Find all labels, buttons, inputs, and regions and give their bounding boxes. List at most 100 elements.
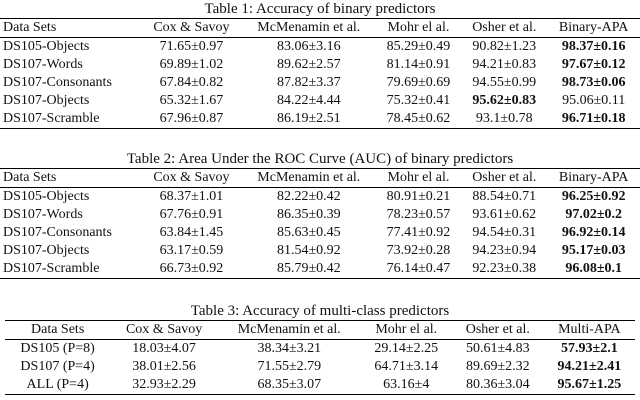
table-cell: 82.22±0.42 xyxy=(276,189,341,204)
header-cell: Osher et al. xyxy=(472,170,537,185)
table-cell: 68.37±1.01 xyxy=(159,189,224,204)
header-cell: McMenamin et al. xyxy=(237,322,341,337)
table-cell: 78.45±0.62 xyxy=(386,111,451,126)
table-cell: 87.82±3.37 xyxy=(276,75,341,90)
table-header: Data Sets Cox & Savoy McMenamin et al. Mohr… xyxy=(0,168,640,188)
table-cell: 89.69±2.32 xyxy=(465,359,530,374)
table-row: DS107-Scramble 66.73±0.92 85.79±0.42 76.14±… xyxy=(0,260,640,279)
table-cell: 29.14±2.25 xyxy=(374,341,439,356)
table-cell: 95.62±0.83 xyxy=(461,92,547,110)
table: Data Sets Cox & Savoy McMenamin et al. Mohr… xyxy=(0,168,640,279)
table-body: DS105-Objects 68.37±1.01 82.22±0.42 80.91±0… xyxy=(0,188,640,279)
table-cell: 73.92±0.28 xyxy=(386,243,451,258)
table-caption: Table 3: Accuracy of multi-class predict… xyxy=(190,303,450,319)
table-cell: 67.84±0.82 xyxy=(159,75,224,90)
best-value: 95.67±1.25 xyxy=(557,377,622,392)
table-cell: 98.73±0.06 xyxy=(547,74,640,92)
table-cell: 50.61±4.83 xyxy=(465,341,530,356)
header-cell: Cox & Savoy xyxy=(153,170,230,185)
table-cell: 38.01±2.56 xyxy=(132,359,196,374)
table-cell: DS107-Consonants xyxy=(3,225,112,240)
table-cell: 88.54±0.71 xyxy=(472,189,537,204)
header-cell: Mohr el al. xyxy=(387,170,450,185)
best-value: 97.02±0.2 xyxy=(565,207,622,222)
best-value: 94.21±2.41 xyxy=(557,359,622,374)
table-cell: 63.16±4 xyxy=(383,377,430,392)
header-cell: Cox & Savoy xyxy=(153,20,230,35)
table-cell: 75.32±0.41 xyxy=(386,93,451,108)
table-cell: 95.67±1.25 xyxy=(544,376,635,395)
header-cell: Data Sets xyxy=(3,20,57,35)
table-cell: 83.06±3.16 xyxy=(276,39,341,54)
table-block: Table 2: Area Under the ROC Curve (AUC) … xyxy=(0,150,640,279)
table-row: DS107-Scramble 67.96±0.87 86.19±2.51 78.45±… xyxy=(0,110,640,129)
table-cell: DS107-Words xyxy=(3,57,83,72)
table-cell: 76.14±0.47 xyxy=(386,261,451,276)
table-cell: 94.21±2.41 xyxy=(544,358,635,376)
table: Data Sets Cox & Savoy McMenamin et al. Mohr… xyxy=(5,320,635,395)
table-caption: Table 2: Area Under the ROC Curve (AUC) … xyxy=(126,151,514,167)
table-cell: 67.96±0.87 xyxy=(159,111,224,126)
table-row: DS107-Words 67.76±0.91 86.35±0.39 78.23±0.5… xyxy=(0,206,640,224)
header-cell: McMenamin et al. xyxy=(257,20,361,35)
table-cell: ALL (P=4) xyxy=(26,377,89,392)
table-cell: 65.32±1.67 xyxy=(159,93,224,108)
table-cell: 71.55±2.79 xyxy=(257,359,322,374)
table-cell: 90.82±1.23 xyxy=(472,39,537,54)
best-value: 98.73±0.06 xyxy=(561,75,626,90)
header-cell: Binary-APA xyxy=(558,20,629,35)
table-cell: 68.35±3.07 xyxy=(257,377,322,392)
table-cell: 97.67±0.12 xyxy=(547,56,640,74)
table-cell: 97.02±0.2 xyxy=(547,206,640,224)
table-cell: 93.1±0.78 xyxy=(475,111,533,126)
table-cell: 67.76±0.91 xyxy=(159,207,224,222)
table-cell: 85.63±0.45 xyxy=(276,225,341,240)
table-caption: Table 1: Accuracy of binary predictors xyxy=(204,1,436,17)
best-value: 95.62±0.83 xyxy=(472,93,537,108)
table-cell: 92.23±0.38 xyxy=(472,261,537,276)
header-cell: McMenamin et al. xyxy=(257,170,361,185)
table-cell: 64.71±3.14 xyxy=(374,359,439,374)
header-row: Data Sets Cox & Savoy McMenamin et al. Mohr… xyxy=(0,168,640,188)
header-cell: Data Sets xyxy=(31,322,85,337)
best-value: 96.71±0.18 xyxy=(561,111,626,126)
best-value: 96.25±0.92 xyxy=(561,189,626,204)
table-cell: 94.21±0.83 xyxy=(472,57,537,72)
table-cell: DS105 (P=8) xyxy=(20,341,95,356)
best-value: 96.92±0.14 xyxy=(561,225,626,240)
table-cell: 94.55±0.99 xyxy=(472,75,537,90)
table-header: Data Sets Cox & Savoy McMenamin et al. Mohr… xyxy=(0,18,640,38)
table-row: DS107 (P=4) 38.01±2.56 71.55±2.79 64.71±3.1… xyxy=(5,358,635,376)
table-cell: 77.41±0.92 xyxy=(386,225,451,240)
table-cell: DS107 (P=4) xyxy=(20,359,95,374)
table-cell: 80.91±0.21 xyxy=(386,189,451,204)
table-body: DS105-Objects 71.65±0.97 83.06±3.16 85.29±0… xyxy=(0,38,640,129)
table-cell: 71.65±0.97 xyxy=(159,39,224,54)
table-cell: 96.71±0.18 xyxy=(547,110,640,129)
best-value: 98.37±0.16 xyxy=(561,39,626,54)
header-cell: Mohr el al. xyxy=(387,20,450,35)
best-value: 96.08±0.1 xyxy=(565,261,622,276)
header-cell: Data Sets xyxy=(3,170,57,185)
table-cell: 85.79±0.42 xyxy=(276,261,341,276)
table-cell: 69.89±1.02 xyxy=(159,57,224,72)
table-cell: DS107-Words xyxy=(3,207,83,222)
table-cell: DS107-Scramble xyxy=(3,111,100,126)
table-cell: DS107-Objects xyxy=(3,93,90,108)
header-row: Data Sets Cox & Savoy McMenamin et al. Mohr… xyxy=(0,18,640,38)
table-cell: 85.29±0.49 xyxy=(386,39,451,54)
table-cell: 18.03±4.07 xyxy=(132,341,196,356)
table-row: DS107-Objects 65.32±1.67 84.22±4.44 75.32±0… xyxy=(0,92,640,110)
table-cell: 81.54±0.92 xyxy=(276,243,341,258)
header-cell: Binary-APA xyxy=(558,170,629,185)
table-cell: 63.84±1.45 xyxy=(159,225,224,240)
table-cell: 95.17±0.03 xyxy=(547,242,640,260)
table-body: DS105 (P=8) 18.03±4.07 38.34±3.21 29.14±2.2… xyxy=(5,340,635,395)
table-row: DS107-Consonants 67.84±0.82 87.82±3.37 79.6… xyxy=(0,74,640,92)
table-row: DS105-Objects 68.37±1.01 82.22±0.42 80.91±0… xyxy=(0,188,640,207)
table-cell: 84.22±4.44 xyxy=(276,93,341,108)
table-row: DS105-Objects 71.65±0.97 83.06±3.16 85.29±0… xyxy=(0,38,640,57)
table-cell: 96.08±0.1 xyxy=(547,260,640,279)
table-cell: 89.62±2.57 xyxy=(276,57,341,72)
table-cell: 93.61±0.62 xyxy=(472,207,537,222)
